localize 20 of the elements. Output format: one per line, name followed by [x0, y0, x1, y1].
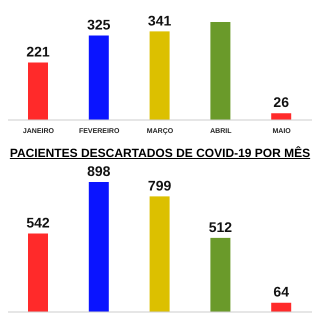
bar: [88, 36, 109, 120]
bar: [28, 62, 48, 120]
data-label: 512: [208, 218, 232, 235]
bar: [210, 22, 230, 120]
data-label: 26: [273, 94, 290, 110]
data-label: 799: [148, 177, 172, 194]
data-label: 542: [26, 214, 50, 231]
chart-title: PACIENTES DESCARTADOS DE COVID-19 POR MÊS: [8, 146, 312, 160]
data-label: 341: [148, 12, 172, 28]
data-label: 898: [87, 163, 111, 179]
data-label: 325: [87, 16, 111, 33]
bar: [28, 234, 48, 312]
bar: [271, 302, 292, 312]
bar: [271, 113, 292, 120]
bar: [210, 238, 230, 312]
bar: [150, 196, 170, 312]
data-label: 221: [26, 44, 50, 60]
bar: [88, 182, 109, 312]
bar: [150, 31, 170, 120]
data-label: 64: [273, 284, 290, 300]
